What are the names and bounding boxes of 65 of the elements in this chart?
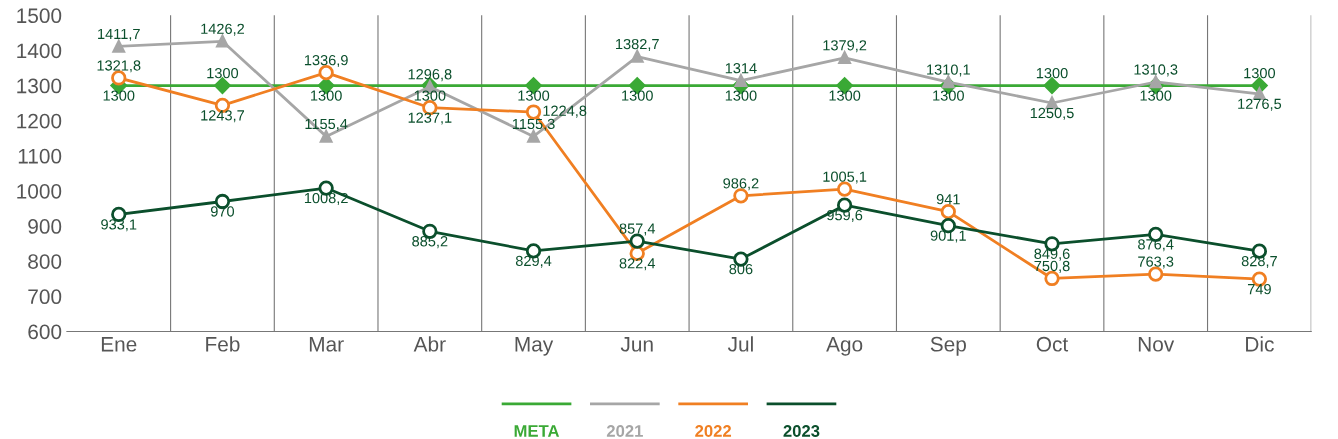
data-label: 1310,3 (1134, 64, 1178, 77)
data-label: 1300 (933, 90, 964, 101)
data-label: 1336,9 (304, 55, 348, 68)
y-tick-label: 1500 (17, 8, 62, 24)
data-label: 1321,8 (97, 60, 141, 73)
data-label: 1300 (1140, 90, 1172, 101)
x-tick-label: Ene (101, 337, 137, 352)
data-label: 1379,2 (823, 40, 867, 53)
data-label: 1237,1 (408, 112, 452, 125)
x-tick-label: Sep (930, 336, 966, 356)
x-tick-label: Abr (413, 336, 446, 352)
y-tick-label: 1100 (18, 148, 62, 164)
data-label: 1250,5 (1030, 107, 1074, 120)
data-label: 933,1 (101, 219, 137, 232)
data-label: 763,3 (1138, 256, 1174, 269)
data-label: 1382,7 (616, 38, 659, 51)
text: 2022 (695, 425, 732, 437)
data-label: 1155,4 (305, 118, 348, 131)
y-tick-label: 1400 (17, 43, 62, 59)
y-tick-label: 700 (28, 289, 62, 305)
data-label: 1243,7 (201, 110, 245, 123)
text: 2021 (606, 425, 643, 437)
y-tick-label: 900 (28, 219, 62, 234)
data-label: 1300 (103, 90, 135, 101)
data-label: 1300 (622, 90, 653, 101)
data-label: 749 (1247, 283, 1271, 295)
data-label: 1300 (518, 90, 550, 101)
data-label: 849,6 (1034, 248, 1070, 261)
x-tick-label: Jun (620, 337, 653, 352)
data-label: 1300 (829, 90, 861, 101)
y-tick-label: 1300 (17, 78, 62, 94)
data-label: 986,2 (723, 178, 759, 191)
data-label: 1411,7 (98, 28, 140, 41)
data-label: 828,7 (1241, 255, 1277, 268)
data-label: 1300 (207, 67, 239, 79)
x-tick-label: Nov (1138, 337, 1175, 352)
x-tick-label: May (515, 337, 554, 356)
data-label: 1296,8 (408, 69, 452, 82)
data-label: 1300 (414, 90, 446, 101)
text: META (514, 425, 560, 437)
y-tick-label: 1000 (17, 183, 62, 199)
data-label: 1300 (1244, 67, 1276, 79)
data-label: 1300 (311, 90, 342, 101)
data-label: 750,8 (1034, 260, 1070, 273)
data-label: 1314 (725, 63, 757, 74)
x-tick-label: Ago (826, 337, 863, 356)
x-tick-label: Feb (206, 336, 240, 352)
y-tick-label: 600 (28, 324, 62, 340)
x-tick-label: Jul (727, 336, 753, 352)
data-label: 1300 (1036, 67, 1068, 79)
y-tick-label: 800 (28, 254, 62, 269)
data-label: 1426,2 (201, 23, 245, 36)
data-label: 1300 (725, 90, 757, 101)
data-label: 941 (936, 194, 960, 205)
y-tick-label: 1200 (17, 113, 62, 129)
data-label: 822,4 (619, 258, 656, 271)
data-label: 1224,8 (543, 105, 587, 118)
data-label: 901,1 (930, 230, 966, 243)
text: 2023 (783, 425, 820, 437)
data-label: 1310,1 (927, 64, 970, 77)
x-tick-label: Dic (1246, 336, 1274, 352)
x-tick-label: Oct (1036, 336, 1069, 352)
data-label: 1276,5 (1238, 98, 1282, 111)
data-label: 1005,1 (823, 171, 867, 184)
x-tick-label: Mar (309, 337, 344, 352)
